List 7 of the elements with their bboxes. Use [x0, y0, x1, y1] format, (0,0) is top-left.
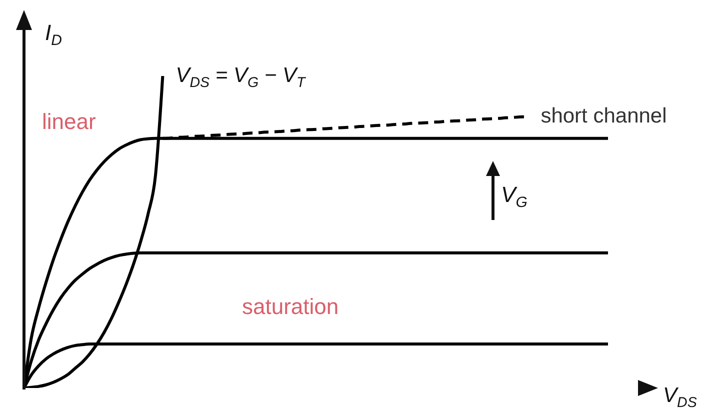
- series-label: short channel: [540, 104, 667, 128]
- annotation: saturation: [242, 294, 339, 318]
- annotation: linear: [42, 108, 96, 134]
- y-axis-title: I$_{D}$: [45, 20, 62, 49]
- x-axis-title: V$_{DS}$: [663, 384, 698, 408]
- annotation: V$_{G}$: [501, 182, 528, 211]
- series-label: V$_{DS}$ = V$_{G}$ − V$_{T}$: [176, 64, 307, 91]
